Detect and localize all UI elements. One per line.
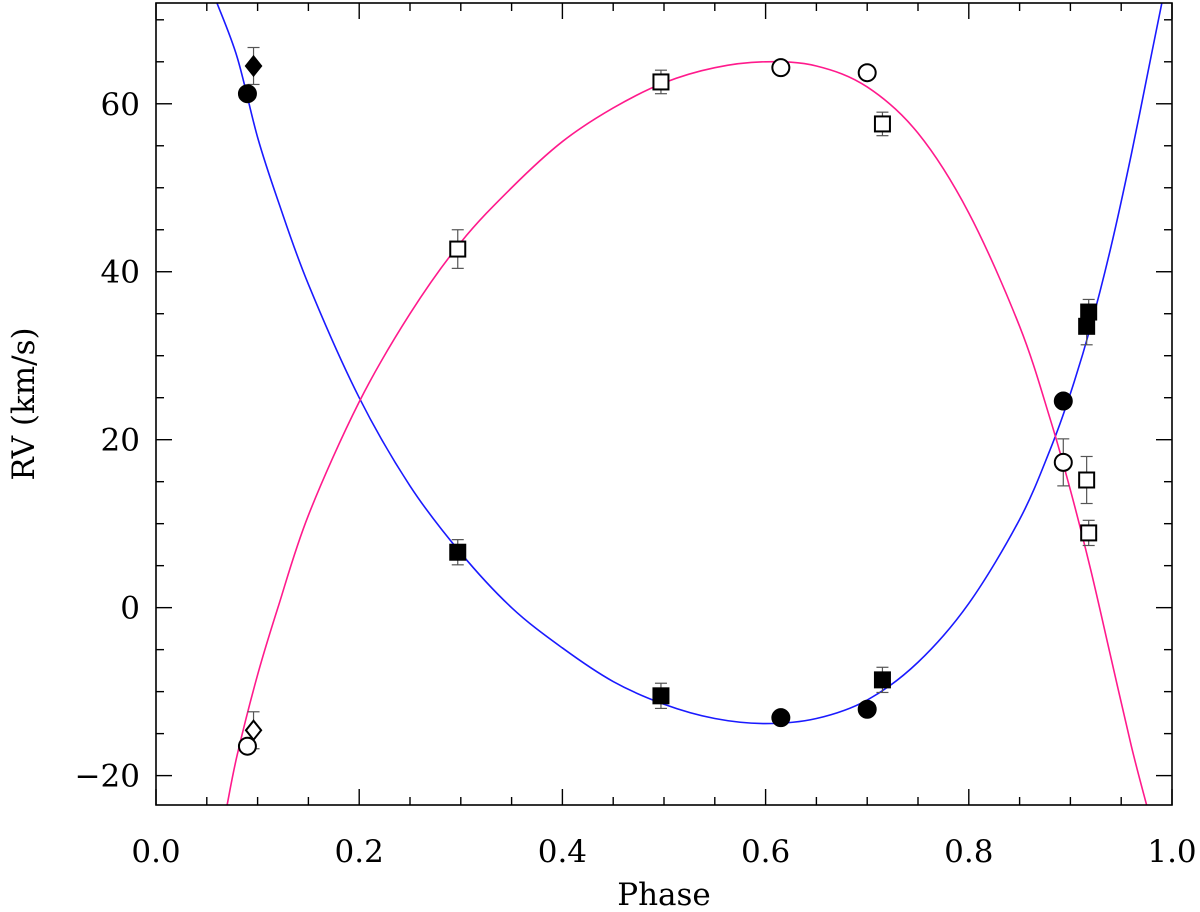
y-tick-labels: −20 0 20 40 60 (75, 87, 140, 795)
y-tick-label: 20 (101, 423, 140, 459)
error-bars (247, 46, 1095, 750)
x-tick-label: 0.8 (944, 834, 993, 870)
open-square-point (1078, 471, 1096, 489)
open-circle-point (771, 58, 791, 78)
filled-square-point (873, 671, 891, 689)
open-circle-point (857, 63, 877, 83)
filled-square-point (449, 543, 467, 561)
open-diamond-point (244, 719, 263, 742)
filled-square-point (1078, 317, 1096, 335)
y-axis-title: RV (km/s) (6, 327, 42, 480)
filled-circle-point (237, 84, 257, 104)
filled-square-point (1080, 303, 1098, 321)
open-square-point (449, 240, 467, 258)
x-tick-label: 1.0 (1147, 834, 1196, 870)
filled-diamond-point (244, 54, 263, 78)
open-circle-point (237, 736, 257, 756)
data-points (237, 54, 1098, 756)
x-tick-labels: 0.0 0.2 0.4 0.6 0.8 1.0 (131, 834, 1196, 870)
filled-square-point (652, 687, 670, 705)
open-square-point (873, 115, 891, 133)
filled-circle-point (771, 708, 791, 728)
open-square-point (652, 73, 670, 91)
x-tick-label: 0.0 (131, 834, 180, 870)
x-axis-title: Phase (617, 877, 711, 912)
open-circle-point (1053, 452, 1073, 472)
plot-frame (155, 2, 1173, 806)
open-square-point (1080, 524, 1098, 542)
y-tick-label: 40 (101, 255, 140, 291)
filled-circle-point (857, 699, 877, 719)
filled-circle-point (1053, 391, 1073, 411)
axis-ticks (155, 3, 1173, 805)
fit-curve-2 (226, 60, 1148, 805)
x-tick-label: 0.6 (741, 834, 790, 870)
x-tick-label: 0.2 (335, 834, 384, 870)
x-tick-label: 0.4 (538, 834, 587, 870)
y-tick-label: 0 (120, 591, 140, 627)
fit-curve-1 (216, 3, 1163, 725)
y-tick-label: 60 (101, 87, 140, 123)
y-tick-label: −20 (75, 759, 140, 795)
fit-curves (216, 3, 1163, 805)
